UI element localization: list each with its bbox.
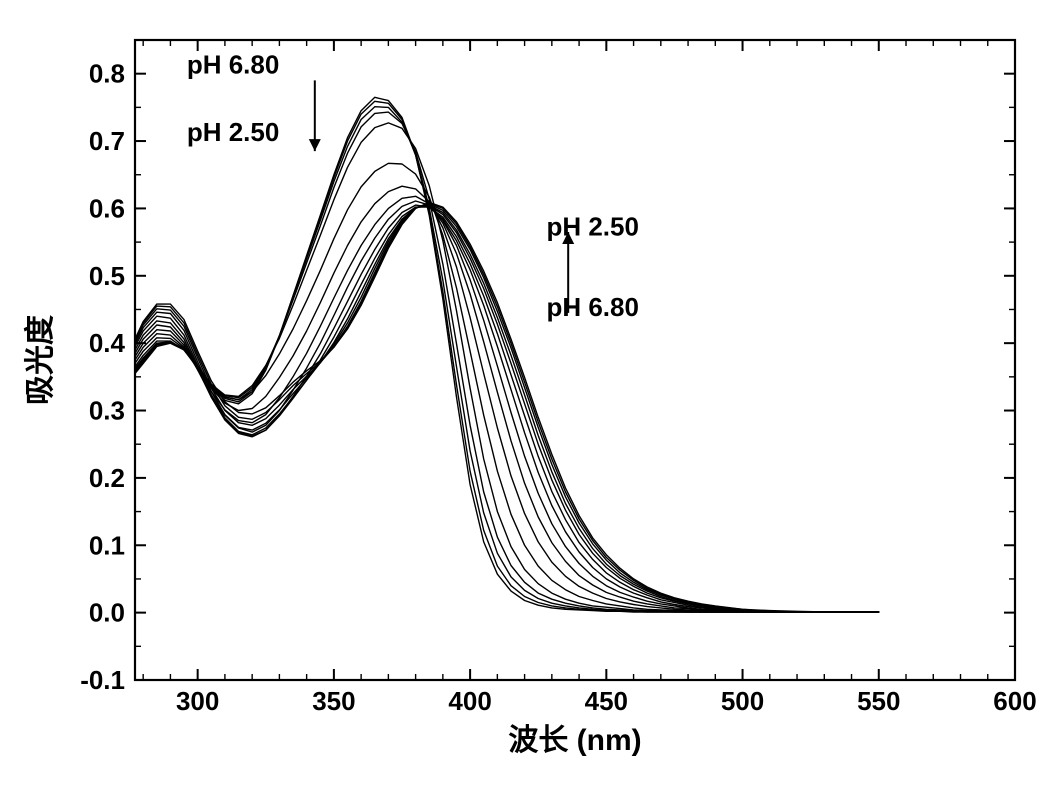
y-tick-label: 0.0: [89, 598, 125, 628]
annotation-label: pH 6.80: [187, 50, 280, 80]
y-tick-label: 0.1: [89, 530, 125, 560]
annotation-label: pH 6.80: [546, 292, 639, 322]
y-tick-label: 0.6: [89, 193, 125, 223]
x-tick-label: 450: [585, 686, 628, 716]
y-tick-label: 0.5: [89, 261, 125, 291]
chart-container: 300 350 400 450 500 550 600 -0.1 0.0 0.1 0.2 0.3 0.4…: [0, 0, 1046, 793]
x-tick-label: 550: [857, 686, 900, 716]
y-tick-label: -0.1: [80, 665, 125, 695]
chart-svg: 300 350 400 450 500 550 600 -0.1 0.0 0.1 0.2 0.3 0.4…: [0, 0, 1046, 793]
y-tick-label: 0.7: [89, 126, 125, 156]
y-tick-label: 0.3: [89, 396, 125, 426]
y-tick-label: 0.2: [89, 463, 125, 493]
chart-bg: [0, 0, 1046, 793]
x-tick-label: 500: [721, 686, 764, 716]
annotation-label: pH 2.50: [187, 117, 280, 147]
y-axis-title: 吸光度: [24, 315, 57, 405]
y-tick-label: 0.8: [89, 59, 125, 89]
x-tick-label: 400: [448, 686, 491, 716]
x-tick-label: 300: [176, 686, 219, 716]
x-tick-label: 350: [312, 686, 355, 716]
annotation-label: pH 2.50: [546, 211, 639, 241]
x-axis-title: 波长 (nm): [508, 724, 641, 757]
y-tick-label: 0.4: [89, 328, 126, 358]
x-tick-label: 600: [993, 686, 1036, 716]
